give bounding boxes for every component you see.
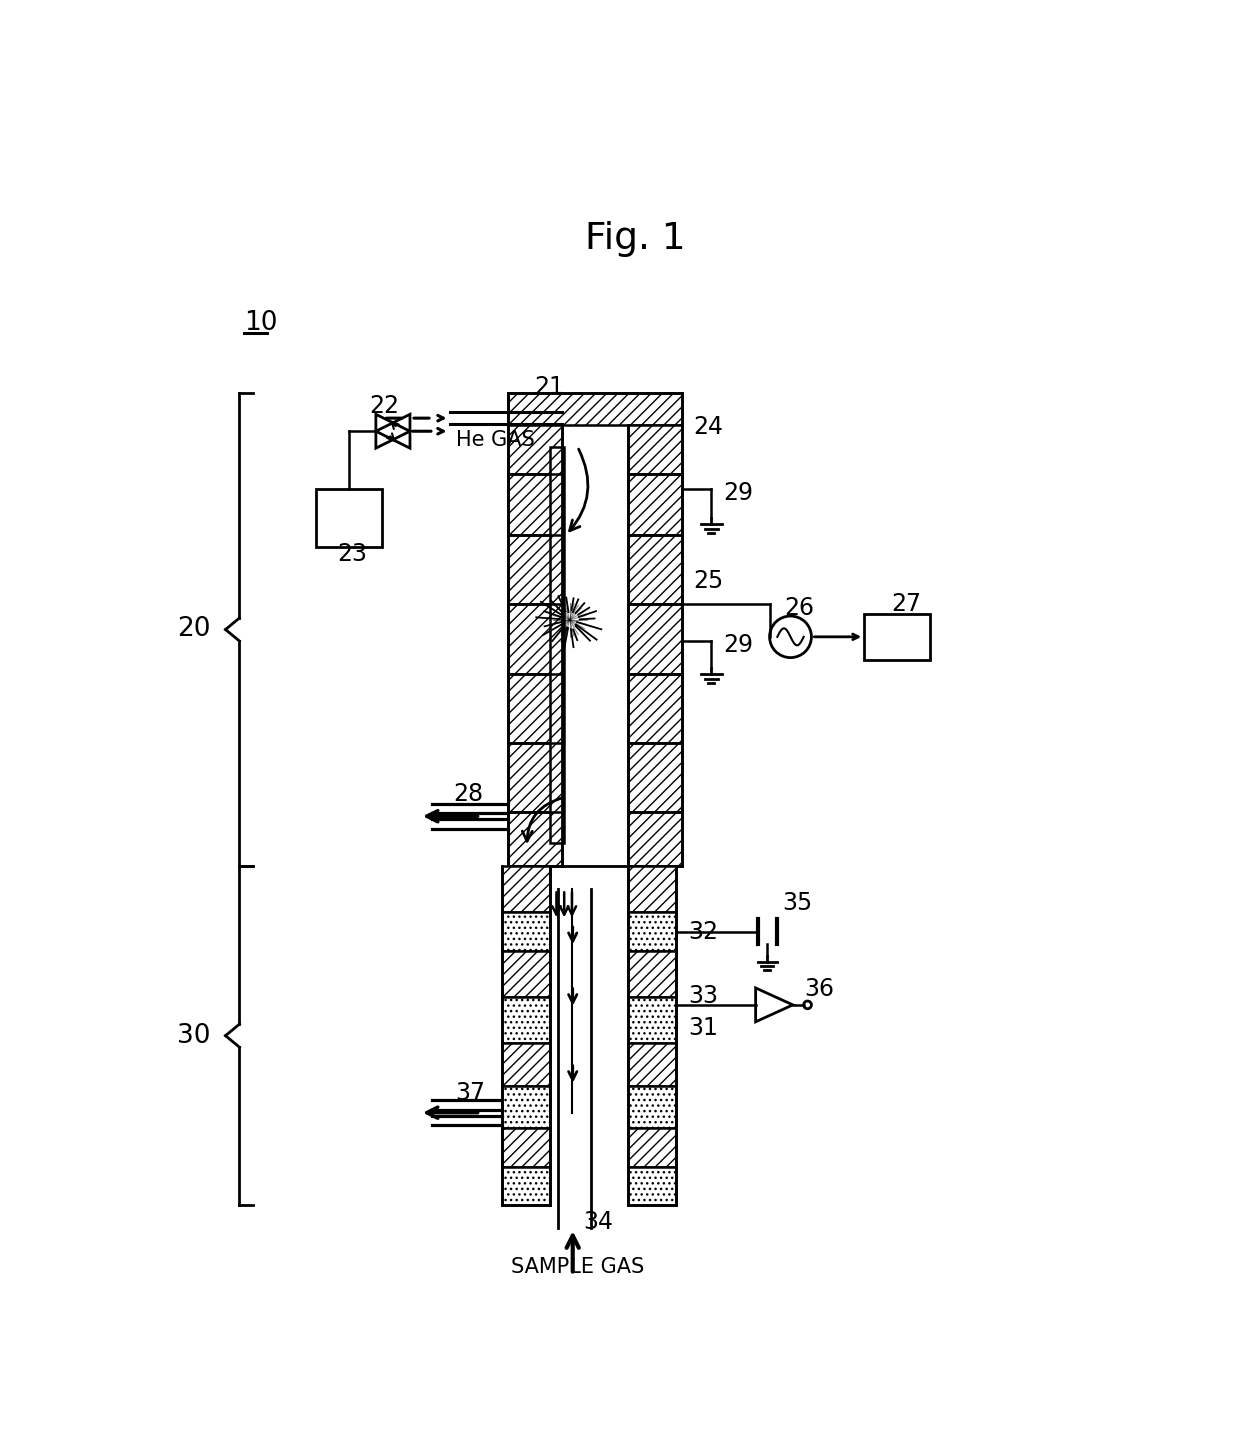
Bar: [502, 913, 551, 952]
Bar: [502, 998, 551, 1044]
FancyArrowPatch shape: [569, 449, 588, 531]
Bar: [627, 744, 682, 813]
Text: 31: 31: [688, 1017, 718, 1040]
Text: Fig. 1: Fig. 1: [585, 221, 686, 257]
Text: 20: 20: [177, 617, 211, 643]
Text: SAMPLE GAS: SAMPLE GAS: [511, 1256, 644, 1276]
Text: 21: 21: [534, 375, 564, 400]
Bar: [502, 1128, 551, 1167]
Bar: [627, 866, 676, 913]
Text: 36: 36: [805, 978, 835, 1002]
Text: 24: 24: [693, 416, 724, 439]
Text: 29: 29: [723, 632, 753, 657]
Bar: [507, 474, 562, 536]
Bar: [627, 813, 682, 866]
Bar: [507, 605, 562, 674]
Text: 10: 10: [244, 310, 278, 336]
Bar: [627, 1167, 676, 1206]
Bar: [627, 474, 682, 536]
Bar: [627, 536, 682, 605]
Text: 28: 28: [454, 781, 484, 806]
FancyArrowPatch shape: [560, 892, 568, 914]
FancyArrowPatch shape: [522, 797, 563, 842]
Bar: [551, 446, 564, 843]
Text: 34: 34: [584, 1210, 614, 1235]
Text: 29: 29: [723, 481, 753, 505]
Text: 25: 25: [693, 569, 724, 593]
Bar: [507, 536, 562, 605]
Bar: [627, 952, 676, 998]
Bar: [507, 744, 562, 813]
Bar: [502, 1044, 551, 1086]
Bar: [627, 998, 676, 1044]
FancyArrowPatch shape: [568, 892, 577, 914]
Bar: [502, 1086, 551, 1128]
Bar: [316, 490, 382, 547]
Bar: [627, 1086, 676, 1128]
Text: 33: 33: [688, 983, 718, 1008]
Text: 37: 37: [456, 1082, 486, 1106]
Bar: [502, 952, 551, 998]
Text: 26: 26: [785, 596, 815, 621]
Bar: [507, 425, 562, 474]
Bar: [627, 913, 676, 952]
Text: 23: 23: [337, 543, 367, 566]
Text: 27: 27: [892, 592, 921, 617]
Bar: [627, 425, 682, 474]
Text: 30: 30: [177, 1022, 211, 1048]
FancyArrowPatch shape: [552, 892, 560, 914]
Text: He GAS: He GAS: [456, 430, 534, 451]
Text: 32: 32: [688, 920, 718, 944]
Bar: [864, 614, 930, 660]
Bar: [627, 674, 682, 744]
Bar: [507, 813, 562, 866]
Bar: [507, 674, 562, 744]
Text: 35: 35: [782, 891, 813, 915]
Bar: [627, 605, 682, 674]
Text: 22: 22: [370, 394, 399, 417]
Bar: [507, 393, 682, 425]
Bar: [502, 1167, 551, 1206]
Bar: [502, 866, 551, 913]
Bar: [627, 1044, 676, 1086]
Bar: [627, 1128, 676, 1167]
